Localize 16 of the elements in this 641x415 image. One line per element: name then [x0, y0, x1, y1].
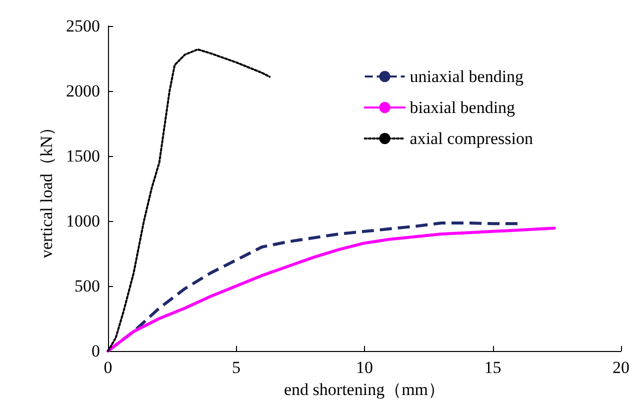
x-tick-label: 10 — [356, 358, 373, 377]
x-axis-title: end shortening（mm） — [284, 380, 446, 399]
legend-label: axial compression — [410, 129, 534, 148]
x-tick-label: 15 — [484, 358, 502, 377]
y-tick-label: 1000 — [66, 212, 100, 230]
y-tick-label: 1500 — [66, 146, 100, 166]
x-tick-label: 20 — [612, 358, 630, 377]
y-tick-label: 500 — [74, 276, 100, 296]
y-tick-label: 2000 — [66, 82, 100, 100]
x-tick-label: 0 — [104, 358, 112, 377]
legend-label: biaxial bending — [410, 98, 516, 117]
y-axis-title: vertical load（kN） — [37, 118, 56, 258]
y-tick-label: 0 — [92, 342, 100, 360]
legend-label: uniaxial bending — [410, 67, 524, 86]
y-tick-label: 2500 — [66, 16, 100, 36]
x-tick-label: 5 — [232, 358, 240, 377]
